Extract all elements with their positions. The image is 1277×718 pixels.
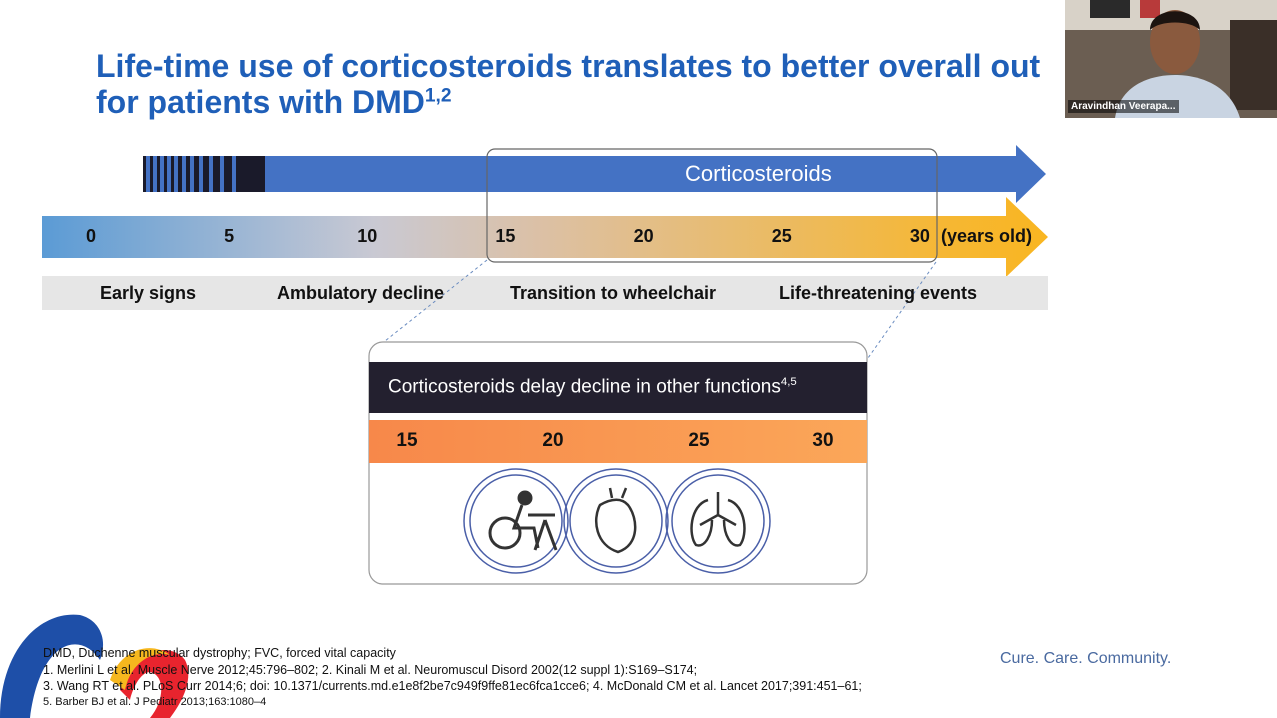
footnote: 5. Barber BJ et al. J Pediatr 2013;163:1… xyxy=(43,695,267,708)
age-label: 15 xyxy=(495,226,516,246)
title-text: for patients with DMD xyxy=(96,84,425,120)
connector xyxy=(867,261,937,359)
box-age-label: 20 xyxy=(542,430,564,451)
corticosteroid-arrow xyxy=(143,145,1046,203)
footnote: DMD, Duchenne muscular dystrophy; FVC, f… xyxy=(43,646,396,660)
box-header xyxy=(369,362,867,413)
participant-name: Aravindhan Veerapa... xyxy=(1068,100,1179,113)
highlight-frame xyxy=(486,148,938,263)
stage-label: Life-threatening events xyxy=(779,283,978,303)
arrow-label: Corticosteroids xyxy=(685,161,832,186)
box-title-text: Corticosteroids delay decline in other f… xyxy=(388,376,781,398)
title-ref: 1,2 xyxy=(424,85,452,107)
logo xyxy=(0,614,189,718)
footnote: 3. Wang RT et al. PLoS Curr 2014;6; doi:… xyxy=(43,679,862,693)
box-title-ref: 4,5 xyxy=(780,376,797,388)
box-age-label: 15 xyxy=(396,430,418,451)
age-label: 25 xyxy=(771,226,792,246)
age-label: 30 xyxy=(909,226,930,246)
connector xyxy=(379,259,488,346)
age-label: 20 xyxy=(633,226,654,246)
box-age-label: 30 xyxy=(812,430,834,451)
stage-bar xyxy=(42,276,1048,310)
webcam xyxy=(1065,0,1277,118)
tagline: Cure. Care. Community. xyxy=(1000,650,1172,667)
box-age-label: 25 xyxy=(688,430,710,451)
box-age-band xyxy=(369,420,867,463)
title-line: for patients with DMD1,2 xyxy=(96,84,452,121)
stripes xyxy=(143,156,265,192)
stage-label: Ambulatory decline xyxy=(277,283,445,303)
stage-label: Transition to wheelchair xyxy=(510,283,717,303)
title-line: Life-time use of corticosteroids transla… xyxy=(96,48,1041,84)
box-title: Corticosteroids delay decline in other f… xyxy=(388,376,797,398)
age-label: 0 xyxy=(85,226,96,246)
age-arrow xyxy=(42,197,1048,277)
age-label: 10 xyxy=(357,226,378,246)
age-unit: (years old) xyxy=(941,226,1033,246)
function-icons xyxy=(463,468,771,574)
stage-label: Early signs xyxy=(100,283,197,303)
age-label: 5 xyxy=(224,226,235,246)
footnote: 1. Merlini L et al. Muscle Nerve 2012;45… xyxy=(43,662,698,677)
